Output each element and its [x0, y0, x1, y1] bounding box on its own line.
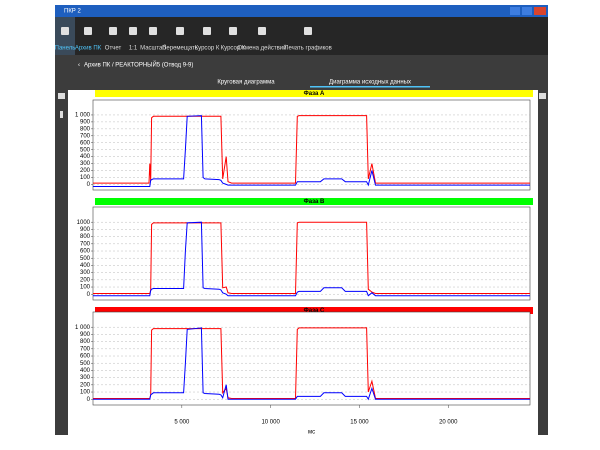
toolbar-label: Курсор К — [195, 46, 220, 52]
toolbar-label: Архив ПК — [75, 46, 102, 52]
y-tick-label: 800 — [80, 234, 91, 240]
x-tick-label: 15 000 — [350, 420, 369, 426]
toolbar-icon[interactable] — [129, 27, 137, 35]
grid-icon[interactable] — [539, 93, 546, 99]
y-tick-label: 200 — [80, 277, 91, 283]
toolbar-active — [55, 17, 75, 55]
y-tick-label: 100 — [80, 390, 91, 396]
toolbar-icon[interactable] — [304, 27, 312, 35]
y-tick-label: 800 — [80, 339, 91, 345]
chart-title: Фаза С — [304, 308, 325, 314]
y-tick-label: 600 — [80, 140, 91, 146]
tab[interactable]: Диаграмма исходных данных — [329, 80, 411, 86]
y-tick-label: 500 — [80, 256, 91, 262]
x-tick-label: 20 000 — [439, 420, 458, 426]
y-tick-label: 900 — [80, 332, 91, 338]
toolbar — [55, 17, 548, 55]
minimize-button[interactable] — [510, 7, 520, 15]
toolbar-icon[interactable] — [203, 27, 211, 35]
maximize-button[interactable] — [522, 7, 532, 15]
plot-frame — [92, 99, 531, 191]
y-tick-label: 300 — [80, 270, 91, 276]
toolbar-label: Масштаб — [140, 46, 166, 52]
y-tick-label: 1 000 — [75, 325, 91, 331]
toolbar-label: Курсор К — [221, 46, 246, 52]
y-tick-label: 700 — [80, 346, 91, 352]
y-tick-label: 0 — [87, 182, 91, 188]
phase-bar — [95, 90, 533, 97]
y-tick-label: 900 — [80, 119, 91, 125]
menu-icon[interactable] — [58, 93, 65, 99]
y-tick-label: 700 — [80, 133, 91, 139]
y-tick-label: 600 — [80, 354, 91, 360]
toolbar-icon[interactable] — [176, 27, 184, 35]
info-icon[interactable] — [60, 111, 63, 118]
series-line — [93, 115, 530, 187]
title-bar — [55, 5, 548, 17]
plot-frame — [92, 311, 531, 406]
x-axis-label: мс — [308, 430, 315, 436]
y-tick-label: 500 — [80, 361, 91, 367]
y-tick-label: 100 — [80, 175, 91, 181]
y-tick-label: 300 — [80, 375, 91, 381]
x-tick-label: 5 000 — [174, 420, 190, 426]
phase-bar — [95, 307, 533, 314]
toolbar-icon[interactable] — [61, 27, 69, 35]
toolbar-icon[interactable] — [84, 27, 92, 35]
y-tick-label: 1000 — [77, 220, 91, 226]
chart-title: Фаза А — [304, 91, 325, 97]
plot-frame — [92, 206, 531, 301]
toolbar-icon[interactable] — [258, 27, 266, 35]
toolbar-label: Панель — [55, 46, 76, 52]
y-tick-label: 100 — [80, 285, 91, 291]
y-tick-label: 200 — [80, 168, 91, 174]
toolbar-icon[interactable] — [229, 27, 237, 35]
phase-bar — [95, 198, 533, 205]
series-line — [93, 327, 530, 401]
header — [55, 55, 548, 90]
toolbar-icon[interactable] — [149, 27, 157, 35]
y-tick-label: 700 — [80, 241, 91, 247]
breadcrumb: Архив ПК / РЕАКТОРНЫЙ5 (Отвод 9-9) — [84, 61, 193, 69]
x-tick-label: 10 000 — [261, 420, 280, 426]
y-tick-label: 600 — [80, 249, 91, 255]
y-tick-label: 200 — [80, 382, 91, 388]
y-tick-label: 400 — [80, 263, 91, 269]
toolbar-label: Отмена действий — [237, 45, 286, 52]
toolbar-label: Печать графиков — [284, 46, 332, 52]
tab-underline — [310, 86, 430, 88]
close-button[interactable] — [534, 7, 546, 15]
y-tick-label: 500 — [80, 147, 91, 153]
series-line — [93, 221, 530, 297]
chart-title: Фаза В — [304, 199, 325, 205]
y-tick-label: 800 — [80, 126, 91, 132]
y-tick-label: 0 — [87, 397, 91, 403]
y-tick-label: 400 — [80, 368, 91, 374]
toolbar-label: Перемещать — [162, 46, 198, 52]
y-tick-label: 1 000 — [75, 113, 91, 119]
series-line — [93, 115, 530, 184]
back-arrow[interactable]: ‹ — [78, 63, 80, 69]
toolbar-label: Отчет — [105, 46, 122, 52]
toolbar-label: 1:1 — [129, 46, 138, 52]
series-line — [93, 221, 530, 294]
y-tick-label: 0 — [87, 292, 91, 298]
tab[interactable]: Круговая диаграмма — [217, 80, 275, 86]
y-tick-label: 300 — [80, 161, 91, 167]
toolbar-icon[interactable] — [109, 27, 117, 35]
toolbar-items: Панель Архив ПК Отчет 1:1 МасштабПеремещатьК… — [55, 27, 332, 52]
window-title: ПКР 2 — [64, 9, 81, 15]
y-tick-label: 400 — [80, 154, 91, 160]
y-tick-label: 900 — [80, 227, 91, 233]
